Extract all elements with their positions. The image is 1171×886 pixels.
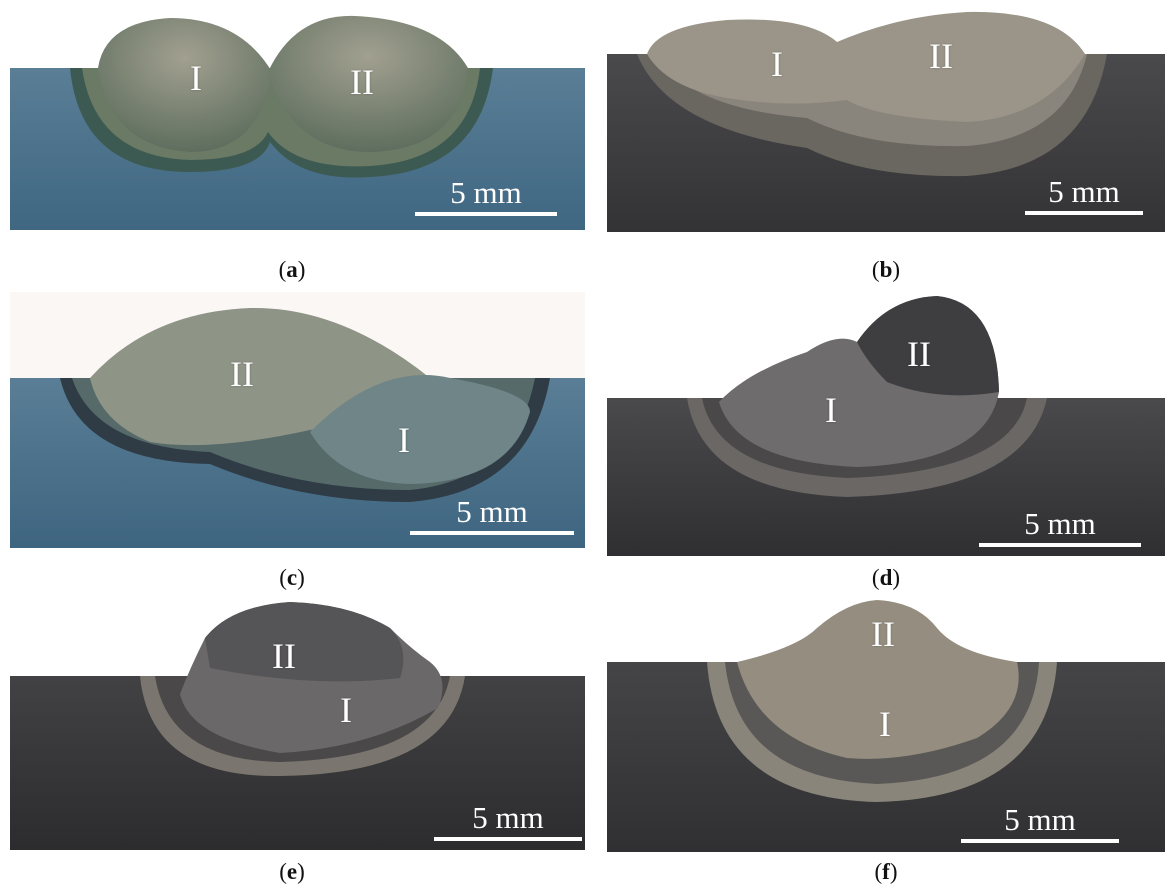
scale-bar-label: 5 mm	[1048, 174, 1120, 209]
macrograph-panel-e: II I 5 mm	[10, 598, 585, 850]
weld-cross-section-image-f	[607, 598, 1165, 852]
weld-cross-section-image-a	[10, 12, 585, 230]
scale-bar-line	[961, 839, 1119, 843]
caption-e: (e)	[279, 859, 305, 884]
weld-cross-section-image-d	[607, 292, 1165, 556]
bead-label-lower-bead: I	[879, 704, 891, 744]
macrograph-panel-b: I II 5 mm	[607, 8, 1165, 232]
bead-label-first-pass: I	[771, 44, 783, 84]
weld-cross-section-image-c	[10, 292, 585, 548]
scale-bar-b: 5 mm	[1025, 176, 1143, 215]
scale-bar-label: 5 mm	[1024, 506, 1096, 541]
scale-bar-d: 5 mm	[979, 508, 1141, 547]
bead-label-lower-bead: I	[398, 420, 410, 460]
bead-label-upper-bead: II	[272, 636, 296, 676]
scale-bar-e: 5 mm	[434, 802, 582, 841]
macrograph-panel-f: II I 5 mm	[607, 598, 1165, 852]
bead-label-upper-bead: II	[907, 334, 931, 374]
bead-label-upper-bead: II	[230, 354, 254, 394]
bead-label-lower-bead: I	[825, 390, 837, 430]
bead-label-second-pass: II	[350, 62, 374, 102]
macrograph-panel-a: I II 5 mm	[10, 12, 585, 230]
caption-d: (d)	[871, 565, 901, 590]
weld-cross-section-image-e	[10, 598, 585, 850]
scale-bar-line	[434, 837, 582, 841]
scale-bar-line	[410, 531, 574, 535]
bead-label-lower-bead: I	[340, 690, 352, 730]
scale-bar-label: 5 mm	[1004, 802, 1076, 837]
scale-bar-label: 5 mm	[456, 494, 528, 529]
scale-bar-a: 5 mm	[415, 177, 557, 216]
scale-bar-f: 5 mm	[961, 804, 1119, 843]
scale-bar-line	[979, 543, 1141, 547]
weld-cross-section-image-b	[607, 8, 1165, 232]
scale-bar-label: 5 mm	[472, 800, 544, 835]
bead-label-upper-bead: II	[871, 614, 895, 654]
scale-bar-line	[415, 212, 557, 216]
macrograph-panel-c: II I 5 mm	[10, 292, 585, 548]
caption-b: (b)	[871, 257, 901, 282]
macrograph-panel-d: II I 5 mm	[607, 292, 1165, 556]
scale-bar-c: 5 mm	[410, 496, 574, 535]
bead-label-first-pass: I	[190, 58, 202, 98]
caption-f: (f)	[874, 859, 898, 884]
caption-a: (a)	[278, 257, 306, 282]
caption-c: (c)	[279, 565, 305, 590]
scale-bar-label: 5 mm	[450, 175, 522, 210]
bead-label-second-pass: II	[929, 36, 953, 76]
scale-bar-line	[1025, 211, 1143, 215]
